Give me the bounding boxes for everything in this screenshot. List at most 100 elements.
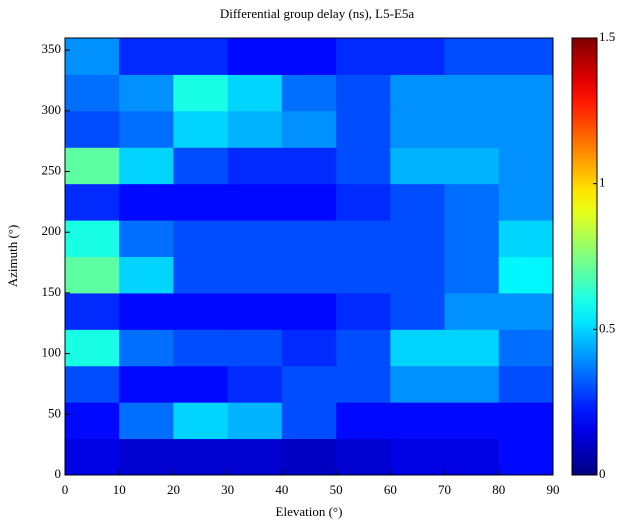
y-tick-label: 50 bbox=[48, 405, 61, 420]
heatmap-cell bbox=[65, 402, 120, 440]
plot-frame bbox=[64, 37, 554, 476]
heatmap-cell bbox=[119, 147, 174, 185]
heatmap-cell bbox=[119, 220, 174, 257]
heatmap-cell bbox=[444, 329, 500, 367]
heatmap-cell bbox=[227, 220, 283, 257]
heatmap-cell bbox=[390, 365, 446, 403]
heatmap-cell bbox=[390, 220, 446, 257]
heatmap-cell bbox=[336, 74, 391, 112]
heatmap-cell bbox=[65, 74, 120, 112]
heatmap-cell bbox=[498, 183, 554, 221]
heatmap-cell bbox=[281, 256, 337, 294]
heatmap-cell bbox=[390, 38, 446, 75]
heatmap-cell bbox=[65, 292, 120, 330]
heatmap-cell bbox=[336, 147, 391, 185]
x-tick-label: 90 bbox=[547, 482, 560, 497]
heatmap-cell bbox=[173, 329, 229, 367]
x-tick-label: 70 bbox=[438, 482, 451, 497]
y-tick-label: 350 bbox=[42, 41, 62, 56]
heatmap-cell bbox=[498, 256, 554, 294]
heatmap-cell bbox=[498, 292, 554, 330]
heatmap-cell bbox=[336, 220, 391, 257]
x-tick-label: 0 bbox=[62, 482, 69, 497]
heatmap-cell bbox=[444, 292, 500, 330]
heatmap-cell bbox=[336, 329, 391, 367]
heatmap-cell bbox=[65, 256, 120, 294]
heatmap-cell bbox=[173, 402, 229, 440]
x-axis-label: Elevation (°) bbox=[276, 504, 343, 519]
heatmap-cell bbox=[498, 147, 554, 185]
heatmap-cell bbox=[119, 402, 174, 440]
heatmap-cell bbox=[390, 329, 446, 367]
heatmap-cell bbox=[390, 183, 446, 221]
colorbar bbox=[572, 38, 597, 475]
heatmap-cell bbox=[227, 110, 283, 148]
heatmap-cell bbox=[65, 438, 120, 476]
heatmap-cell bbox=[119, 256, 174, 294]
colorbar-tick-label: 1 bbox=[599, 175, 606, 190]
heatmap-cell bbox=[444, 256, 500, 294]
heatmap-cell bbox=[281, 402, 337, 440]
heatmap-cell bbox=[65, 183, 120, 221]
heatmap-cell bbox=[119, 183, 174, 221]
colorbar-frame bbox=[571, 37, 598, 476]
x-tick-label: 30 bbox=[221, 482, 234, 497]
heatmap-cell bbox=[498, 74, 554, 112]
heatmap-cell bbox=[173, 110, 229, 148]
heatmap-cell bbox=[173, 147, 229, 185]
heatmap-cell bbox=[227, 147, 283, 185]
heatmap-cell bbox=[227, 438, 283, 476]
x-tick-label: 80 bbox=[492, 482, 505, 497]
heatmap-cell bbox=[227, 74, 283, 112]
heatmap-cell bbox=[498, 402, 554, 440]
heatmap-cell bbox=[390, 438, 446, 476]
heatmap-cell bbox=[65, 110, 120, 148]
chart-title: Differential group delay (ns), L5-E5a bbox=[220, 6, 415, 21]
heatmap-cell bbox=[173, 38, 229, 75]
heatmap-cell bbox=[227, 365, 283, 403]
heatmap-cell bbox=[498, 329, 554, 367]
heatmap-cell bbox=[281, 74, 337, 112]
heatmap-cell bbox=[119, 438, 174, 476]
heatmap-cell bbox=[227, 329, 283, 367]
heatmap-cell bbox=[498, 220, 554, 257]
heatmap-cell bbox=[281, 38, 337, 75]
heatmap-cell bbox=[65, 38, 120, 75]
heatmap-cell bbox=[173, 256, 229, 294]
heatmap-cell bbox=[281, 110, 337, 148]
heatmap-cell bbox=[444, 183, 500, 221]
y-tick-label: 100 bbox=[42, 345, 62, 360]
heatmap-cell bbox=[444, 365, 500, 403]
heatmap-cell bbox=[390, 110, 446, 148]
heatmap-cell bbox=[498, 365, 554, 403]
heatmap-cell bbox=[227, 402, 283, 440]
heatmap-cell bbox=[65, 220, 120, 257]
x-tick-label: 10 bbox=[113, 482, 126, 497]
heatmap-cell bbox=[390, 256, 446, 294]
heatmap-cell bbox=[498, 110, 554, 148]
heatmap-cell bbox=[336, 110, 391, 148]
heatmap-cell bbox=[444, 147, 500, 185]
heatmap-cell bbox=[281, 147, 337, 185]
x-tick-label: 60 bbox=[384, 482, 397, 497]
heatmap-cell bbox=[119, 38, 174, 75]
heatmap-cell bbox=[173, 438, 229, 476]
heatmap-cell bbox=[119, 365, 174, 403]
heatmap-cell bbox=[336, 365, 391, 403]
heatmap-cell bbox=[390, 147, 446, 185]
heatmap-cell bbox=[227, 256, 283, 294]
heatmap-cell bbox=[498, 438, 554, 476]
heatmap-cell bbox=[390, 74, 446, 112]
x-tick-label: 20 bbox=[167, 482, 180, 497]
heatmap-cell bbox=[444, 438, 500, 476]
heatmap-cell bbox=[444, 220, 500, 257]
heatmap-cell bbox=[119, 292, 174, 330]
heatmap-cell bbox=[173, 74, 229, 112]
heatmap-cell bbox=[119, 74, 174, 112]
heatmap-cell bbox=[119, 110, 174, 148]
heatmap-cell bbox=[65, 329, 120, 367]
x-tick-label: 50 bbox=[330, 482, 343, 497]
heatmap-cell bbox=[281, 183, 337, 221]
heatmap-cell bbox=[173, 220, 229, 257]
